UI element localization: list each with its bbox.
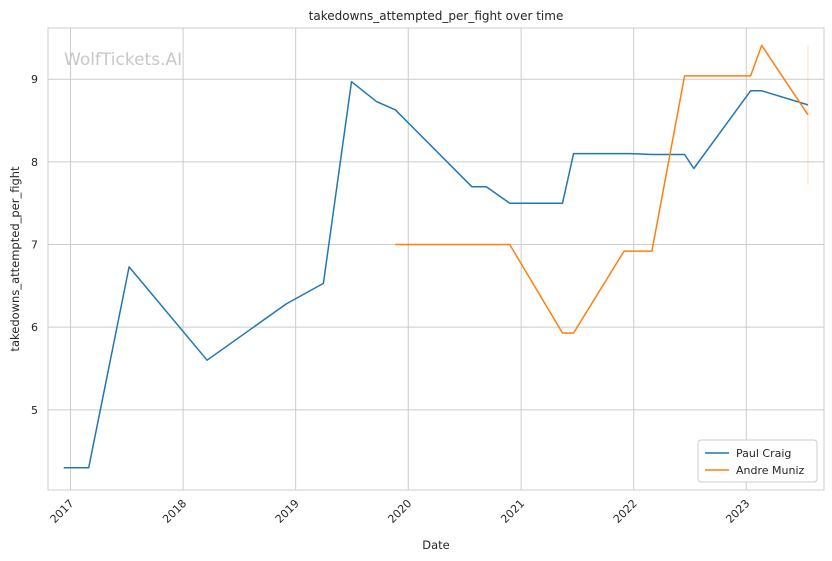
watermark: WolfTickets.AI <box>64 50 182 70</box>
series-line-paul-craig <box>63 80 809 469</box>
y-tick-label: 5 <box>31 404 38 417</box>
y-tick-label: 7 <box>31 239 38 252</box>
x-axis-title: Date <box>422 538 450 552</box>
y-tick-label: 6 <box>31 321 38 334</box>
y-tick-label: 8 <box>31 156 38 169</box>
legend-box <box>697 439 818 483</box>
y-axis-title: takedowns_attempted_per_fight <box>8 166 22 352</box>
legend: Paul Craig Andre Muniz <box>697 439 818 483</box>
y-tick-label: 9 <box>31 73 38 86</box>
series-lines <box>63 44 809 469</box>
plot-frame <box>47 27 825 491</box>
series-line-andre-muniz <box>395 44 809 334</box>
chart-title: takedowns_attempted_per_fight over time <box>309 9 564 23</box>
legend-label-paul-craig: Paul Craig <box>736 447 791 460</box>
legend-label-andre-muniz: Andre Muniz <box>736 464 805 477</box>
y-tick-labels: 5 6 7 8 9 <box>31 73 38 417</box>
